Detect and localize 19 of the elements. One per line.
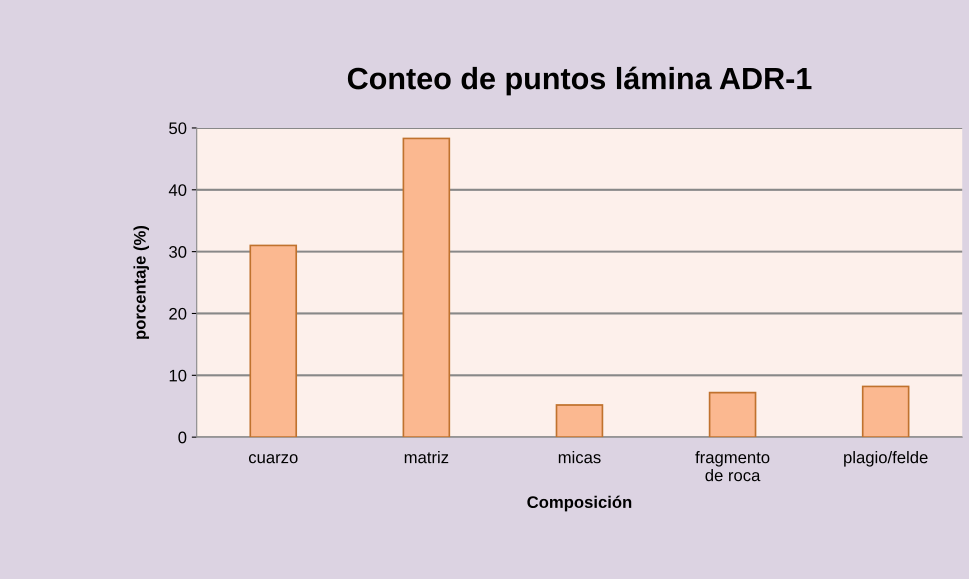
bar (402, 138, 450, 438)
x-tick-label: cuarzo (248, 454, 298, 464)
x-tick-label: fragmento de roca (695, 451, 770, 482)
y-tick-label: 30 (169, 246, 186, 258)
chart-title: Conteo de puntos lámina ADR-1 (348, 66, 812, 96)
y-tick-label: 40 (168, 184, 186, 196)
bar (249, 244, 298, 438)
bar (556, 404, 604, 438)
bar (708, 392, 756, 438)
x-tick-label: plagio/felde (844, 451, 928, 467)
x-axis-title: Composición (527, 496, 632, 512)
y-tick-label: 0 (178, 432, 186, 444)
y-tick-label: 10 (170, 370, 186, 382)
bar (862, 386, 910, 438)
x-tick-label: micas (558, 451, 601, 464)
x-tick-label: matriz (404, 451, 448, 464)
y-tick-label: 20 (169, 308, 186, 320)
y-tick-label: 50 (169, 122, 186, 134)
y-axis-title: porcentaje (%) (133, 226, 150, 339)
